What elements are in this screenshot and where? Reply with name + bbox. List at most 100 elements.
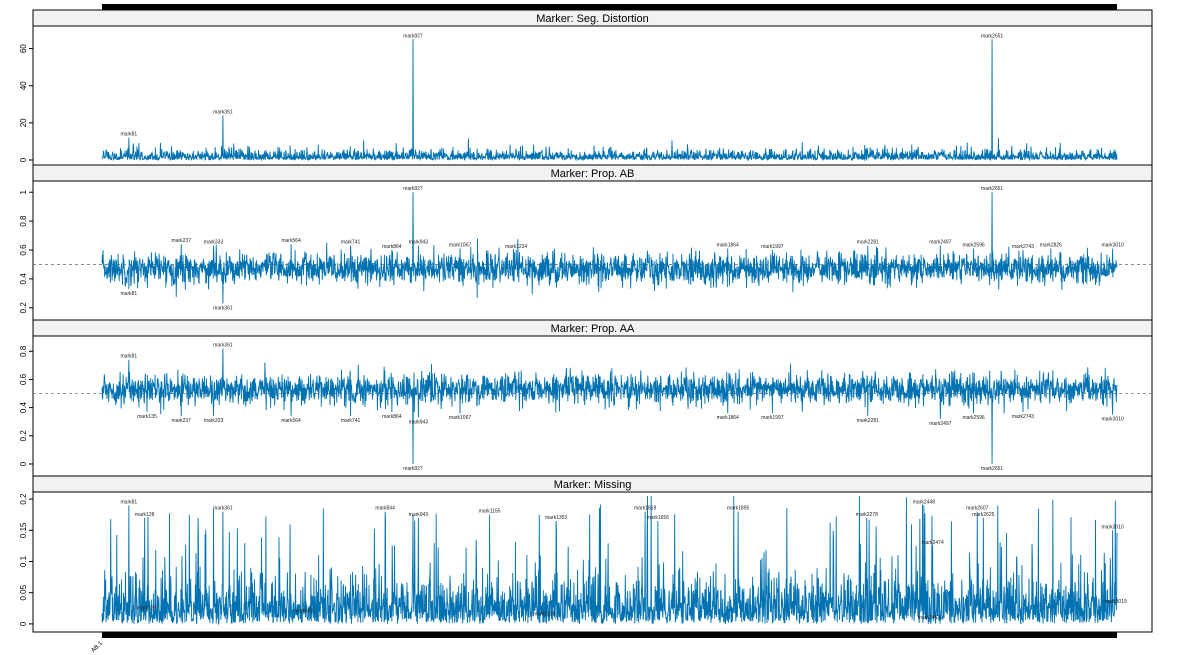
point-label: mark564 — [281, 418, 301, 424]
y-tick-label: 0.4 — [19, 402, 28, 414]
point-label: mark237 — [172, 418, 192, 424]
point-label: mark1353 — [545, 515, 567, 521]
top-rug — [102, 4, 1117, 10]
point-label: mark1234 — [505, 244, 527, 250]
y-tick-label: 0.8 — [19, 345, 28, 357]
point-label: mark1656 — [647, 515, 669, 521]
point-label: mark361 — [213, 109, 233, 115]
series-line — [101, 39, 1118, 162]
y-tick-label: 0.8 — [19, 215, 28, 227]
point-label: mark1997 — [761, 415, 783, 421]
panel-4: Marker: Missing 0 0.05 0.1 0.15 0.2 mark81 mark… — [19, 475, 1153, 633]
point-label: mark564 — [281, 238, 301, 244]
point-label: mark1067 — [449, 243, 471, 249]
point-label: mark864 — [382, 244, 402, 250]
point-label: mark2497 — [929, 240, 951, 246]
panel-3: Marker: Prop. AA 0 0.2 0.4 0.6 0.8 mark81 mark1… — [19, 319, 1153, 477]
point-label: mark361 — [213, 506, 233, 512]
point-label: mark3019 — [1105, 599, 1127, 605]
point-label: mark2474 — [921, 540, 943, 546]
series-line — [101, 495, 1118, 626]
point-label: mark361 — [213, 305, 233, 311]
panel-strip — [32, 164, 1153, 182]
y-tick-label: 60 — [19, 44, 28, 53]
y-tick-label: 1 — [19, 189, 28, 194]
point-label: mark2463 — [918, 615, 940, 621]
point-label: mark1155 — [479, 509, 501, 515]
point-label: mark1895 — [727, 506, 749, 512]
point-label: mark81 — [121, 499, 138, 505]
point-label: mark927 — [403, 466, 423, 472]
panel-title: Marker: Missing — [554, 479, 632, 491]
point-label: mark3010 — [1102, 417, 1124, 423]
point-label: mark3010 — [1102, 524, 1124, 530]
panel-strip — [32, 475, 1153, 493]
point-label: mark128 — [135, 512, 155, 518]
point-label: mark81 — [121, 132, 138, 138]
y-tick-label: 20 — [19, 118, 28, 127]
point-label: mark602 — [294, 609, 314, 615]
point-label: mark2278 — [856, 512, 878, 518]
point-label: mark927 — [403, 33, 423, 39]
point-label: mark1864 — [717, 415, 739, 421]
point-label: mark1618 — [634, 506, 656, 512]
y-tick-label: 0.05 — [19, 584, 28, 600]
point-label: mark81 — [121, 291, 138, 297]
point-label: mark2607 — [966, 506, 988, 512]
point-label: mark864 — [382, 414, 402, 420]
series-line — [101, 192, 1118, 304]
y-tick-label: 0.2 — [19, 302, 28, 314]
bottom-rug — [102, 632, 1117, 638]
point-label: mark2497 — [929, 421, 951, 427]
point-label: mark943 — [409, 419, 429, 425]
y-tick-label: 0.6 — [19, 244, 28, 256]
point-label: mark2651 — [981, 33, 1003, 39]
point-label: mark2448 — [913, 499, 935, 505]
x-tick-label: AB.1 — [91, 640, 105, 654]
point-label: mark741 — [341, 418, 361, 424]
panel-frame — [32, 319, 1153, 477]
point-label: mark2625 — [972, 512, 994, 518]
point-label: mark1067 — [449, 415, 471, 421]
point-label: mark2596 — [962, 243, 984, 249]
y-tick-label: 40 — [19, 81, 28, 90]
y-tick-label: 0 — [19, 157, 28, 162]
y-tick-label: 0.15 — [19, 522, 28, 538]
point-label: mark943 — [409, 240, 429, 246]
point-label: mark135 — [137, 605, 157, 611]
point-label: mark741 — [341, 240, 361, 246]
point-label: mark3010 — [1102, 243, 1124, 249]
point-label: mark2651 — [981, 466, 1003, 472]
point-label: mark2826 — [1040, 243, 1062, 249]
point-label: mark927 — [403, 186, 423, 192]
point-label: mark1864 — [717, 243, 739, 249]
series-line — [101, 348, 1118, 464]
panel-strip — [32, 319, 1153, 337]
point-label: mark844 — [375, 506, 395, 512]
panel-1: Marker: Seg. Distortion 0 20 40 60 mark81 mark… — [19, 9, 1153, 166]
point-label: mark333 — [204, 418, 224, 424]
point-label: mark361 — [213, 342, 233, 348]
panel-2: Marker: Prop. AB 0.2 0.4 0.6 0.8 1 mark81 mark2… — [19, 164, 1153, 321]
y-tick-label: 0.6 — [19, 373, 28, 385]
point-label: mark2281 — [857, 240, 879, 246]
point-label: mark2281 — [857, 418, 879, 424]
point-label: mark1997 — [761, 244, 783, 250]
y-tick-label: 0.1 — [19, 555, 28, 567]
point-label: mark81 — [121, 354, 138, 360]
y-tick-label: 0 — [19, 461, 28, 466]
point-label: mark943 — [409, 512, 429, 518]
panel-strip — [32, 9, 1153, 27]
y-tick-label: 0.4 — [19, 273, 28, 285]
point-label: mark135 — [137, 414, 157, 420]
point-label: mark2743 — [1012, 244, 1034, 250]
y-tick-label: 0.2 — [19, 493, 28, 505]
point-label: mark1318 — [533, 612, 555, 618]
point-label: mark2743 — [1012, 414, 1034, 420]
point-label: mark333 — [204, 240, 224, 246]
y-tick-label: 0.2 — [19, 430, 28, 442]
panel-title: Marker: Prop. AA — [551, 323, 635, 335]
point-label: mark237 — [172, 238, 192, 244]
y-tick-label: 0 — [19, 621, 28, 626]
